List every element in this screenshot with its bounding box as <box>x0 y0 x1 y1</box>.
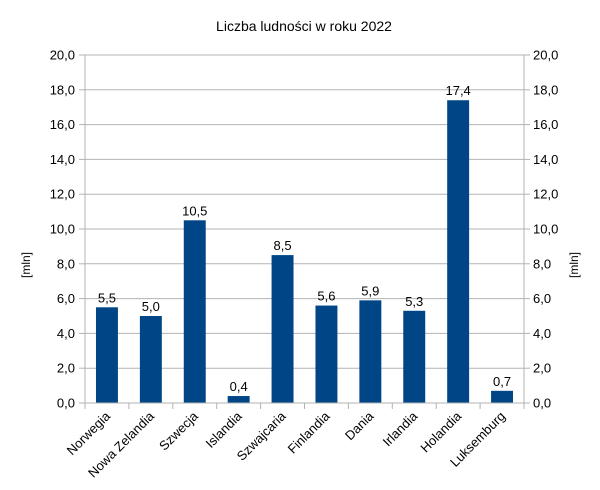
bar <box>95 307 118 403</box>
y-tick-label-left: 10,0 <box>50 222 75 237</box>
y-tick-label-right: 14,0 <box>533 152 558 167</box>
y-tick-label-left: 8,0 <box>57 256 75 271</box>
data-label: 8,5 <box>274 238 292 253</box>
data-label: 5,3 <box>405 294 423 309</box>
y-tick-label-right: 10,0 <box>533 222 558 237</box>
bar <box>359 300 382 403</box>
bar <box>447 100 470 404</box>
y-tick-label-left: 20,0 <box>50 48 75 63</box>
data-label: 10,5 <box>182 203 207 218</box>
y-tick-label-left: 18,0 <box>50 82 75 97</box>
bar <box>227 396 250 403</box>
y-axis-label-right: [mln] <box>567 252 581 278</box>
y-tick-label-left: 4,0 <box>57 326 75 341</box>
y-tick-label-left: 0,0 <box>57 396 75 411</box>
bar <box>183 220 206 403</box>
y-ticks-left: 0,0 2,0 4,0 6,0 8,0 10,0 12,0 14,0 16,0 18,0 20,0 <box>50 48 75 411</box>
x-tick-label: Islandia <box>202 408 245 451</box>
x-tick-label: Dania <box>342 408 377 443</box>
y-tick-label-right: 12,0 <box>533 187 558 202</box>
y-tick-label-left: 12,0 <box>50 187 75 202</box>
y-tick-label-right: 8,0 <box>533 256 551 271</box>
bars <box>95 100 514 404</box>
data-label: 5,0 <box>142 299 160 314</box>
y-tick-label-right: 18,0 <box>533 82 558 97</box>
bar <box>139 316 162 403</box>
data-labels: 5,5 5,0 10,5 0,4 8,5 5,6 5,9 5,3 17,4 0,7 <box>98 83 511 394</box>
x-tick-label: Szwecja <box>156 408 201 453</box>
x-tick-label: Irlandia <box>380 408 421 449</box>
data-label: 0,4 <box>230 379 248 394</box>
bar <box>403 310 426 403</box>
y-tick-label-left: 16,0 <box>50 117 75 132</box>
y-axis-label-left: [mln] <box>19 252 33 278</box>
y-tick-label-right: 6,0 <box>533 291 551 306</box>
axes <box>79 54 530 409</box>
y-tick-label-right: 2,0 <box>533 361 551 376</box>
bar <box>271 255 294 403</box>
y-tick-label-right: 4,0 <box>533 326 551 341</box>
y-tick-label-left: 6,0 <box>57 291 75 306</box>
data-label: 5,5 <box>98 290 116 305</box>
y-tick-label-right: 16,0 <box>533 117 558 132</box>
data-label: 0,7 <box>493 374 511 389</box>
y-tick-label-left: 2,0 <box>57 361 75 376</box>
y-tick-label-right: 0,0 <box>533 396 551 411</box>
y-tick-label-left: 14,0 <box>50 152 75 167</box>
data-label: 5,9 <box>361 283 379 298</box>
data-label: 5,6 <box>317 289 335 304</box>
x-tick-label: Finlandia <box>285 408 333 456</box>
bar <box>491 390 514 403</box>
y-tick-label-right: 20,0 <box>533 48 558 63</box>
bar <box>315 305 338 403</box>
chart-title: Liczba ludności w roku 2022 <box>216 18 392 34</box>
data-label: 17,4 <box>445 83 470 98</box>
y-ticks-right: 0,0 2,0 4,0 6,0 8,0 10,0 12,0 14,0 16,0 18,0 20,0 <box>533 48 558 411</box>
